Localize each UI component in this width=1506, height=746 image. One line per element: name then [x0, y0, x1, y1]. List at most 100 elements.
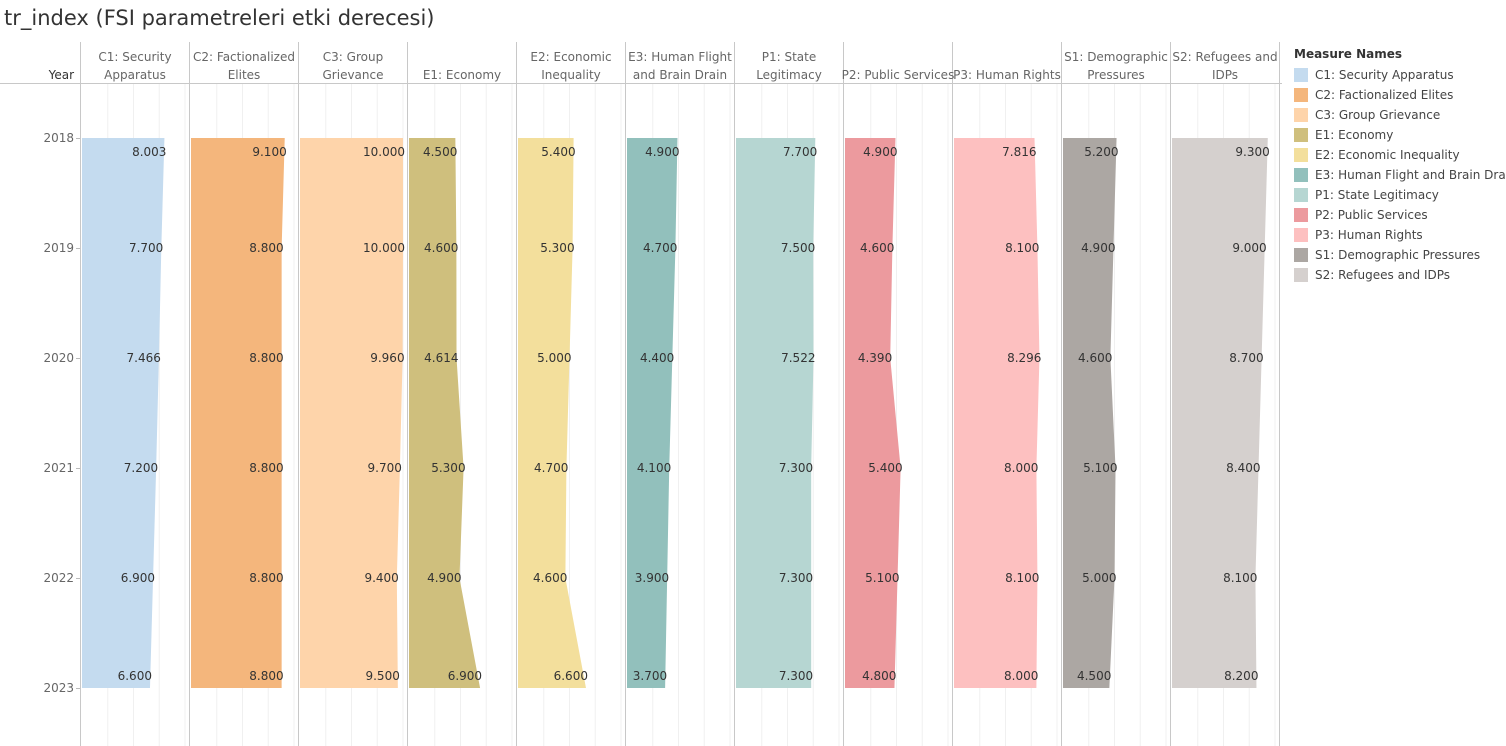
- data-label: 4.100: [637, 461, 671, 475]
- data-label: 8.800: [249, 351, 283, 365]
- data-label: 4.800: [862, 669, 896, 683]
- legend-title: Measure Names: [1294, 47, 1403, 61]
- data-label: 4.500: [1077, 669, 1111, 683]
- legend-label: P1: State Legitimacy: [1315, 188, 1439, 202]
- legend-item[interactable]: E2: Economic Inequality: [1294, 145, 1506, 165]
- y-tick-label: 2020: [43, 351, 74, 365]
- legend-items: C1: Security Apparatus C2: Factionalized …: [1294, 65, 1506, 285]
- legend-label: P2: Public Services: [1315, 208, 1428, 222]
- data-label: 8.000: [1004, 461, 1038, 475]
- column-header: E3: Human Flight: [628, 50, 732, 64]
- data-label: 7.300: [779, 669, 813, 683]
- legend-item[interactable]: S2: Refugees and IDPs: [1294, 265, 1506, 285]
- legend-item[interactable]: S1: Demographic Pressures: [1294, 245, 1506, 265]
- data-label: 9.700: [368, 461, 402, 475]
- data-label: 8.100: [1005, 571, 1039, 585]
- data-label: 7.466: [127, 351, 161, 365]
- legend-item[interactable]: P3: Human Rights: [1294, 225, 1506, 245]
- y-tick-label: 2021: [43, 461, 74, 475]
- data-label: 9.300: [1235, 145, 1269, 159]
- area-series[interactable]: [300, 138, 403, 688]
- column-header: and Brain Drain: [633, 68, 727, 82]
- legend-item[interactable]: C2: Factionalized Elites: [1294, 85, 1506, 105]
- data-label: 9.960: [370, 351, 404, 365]
- legend-swatch: [1294, 68, 1308, 82]
- data-label: 8.700: [1229, 351, 1263, 365]
- data-label: 8.800: [249, 669, 283, 683]
- column-header: P2: Public Services: [842, 68, 955, 82]
- y-tick-label: 2019: [43, 241, 74, 255]
- area-series[interactable]: [518, 138, 586, 688]
- area-series[interactable]: [736, 138, 816, 688]
- legend-label: S1: Demographic Pressures: [1315, 248, 1481, 262]
- data-label: 7.300: [779, 461, 813, 475]
- data-label: 8.296: [1007, 351, 1041, 365]
- data-label: 6.900: [448, 669, 482, 683]
- area-series[interactable]: [191, 138, 285, 688]
- data-label: 8.800: [249, 571, 283, 585]
- data-label: 7.700: [783, 145, 817, 159]
- column-header: E1: Economy: [423, 68, 501, 82]
- data-label: 4.600: [860, 241, 894, 255]
- data-label: 3.700: [633, 669, 667, 683]
- area-series[interactable]: [954, 138, 1040, 688]
- area-series[interactable]: [1172, 138, 1268, 688]
- data-label: 4.900: [645, 145, 679, 159]
- area-series[interactable]: [82, 138, 165, 688]
- legend-label: E1: Economy: [1315, 128, 1394, 142]
- data-label: 5.200: [1084, 145, 1118, 159]
- column-header: Grievance: [323, 68, 384, 82]
- data-label: 4.700: [643, 241, 677, 255]
- data-label: 7.816: [1002, 145, 1036, 159]
- area-series[interactable]: [627, 138, 678, 688]
- data-label: 5.100: [865, 571, 899, 585]
- legend-swatch: [1294, 168, 1308, 182]
- area-series[interactable]: [1063, 138, 1117, 688]
- data-label: 8.400: [1226, 461, 1260, 475]
- data-label: 8.000: [1004, 669, 1038, 683]
- column-header: C3: Group: [323, 50, 383, 64]
- legend-swatch: [1294, 228, 1308, 242]
- legend-item[interactable]: E3: Human Flight and Brain Drain: [1294, 165, 1506, 185]
- legend-label: S2: Refugees and IDPs: [1315, 268, 1451, 282]
- data-label: 4.600: [1078, 351, 1112, 365]
- legend[interactable]: Measure Names C1: Security Apparatus C2: …: [1294, 46, 1506, 285]
- column-header: C1: Security: [98, 50, 171, 64]
- legend-item[interactable]: E1: Economy: [1294, 125, 1506, 145]
- data-label: 8.100: [1005, 241, 1039, 255]
- data-label: 4.400: [640, 351, 674, 365]
- legend-item[interactable]: C1: Security Apparatus: [1294, 65, 1506, 85]
- data-label: 7.500: [781, 241, 815, 255]
- data-label: 7.200: [124, 461, 158, 475]
- data-label: 8.003: [132, 145, 166, 159]
- legend-label: C2: Factionalized Elites: [1315, 88, 1454, 102]
- data-label: 4.900: [1081, 241, 1115, 255]
- column-header: C2: Factionalized: [193, 50, 295, 64]
- legend-swatch: [1294, 128, 1308, 142]
- y-axis-header: Year: [48, 68, 74, 82]
- y-tick-label: 2023: [43, 681, 74, 695]
- legend-swatch: [1294, 88, 1308, 102]
- legend-label: C3: Group Grievance: [1315, 108, 1441, 122]
- legend-item[interactable]: P1: State Legitimacy: [1294, 185, 1506, 205]
- y-tick-label: 2018: [43, 131, 74, 145]
- column-header: P1: State: [762, 50, 817, 64]
- data-label: 4.614: [424, 351, 458, 365]
- legend-item[interactable]: C3: Group Grievance: [1294, 105, 1506, 125]
- data-label: 4.700: [534, 461, 568, 475]
- column-header: Elites: [228, 68, 261, 82]
- data-label: 5.400: [868, 461, 902, 475]
- chart-title: tr_index (FSI parametreleri etki dereces…: [4, 6, 435, 30]
- area-series[interactable]: [409, 138, 481, 688]
- data-label: 5.100: [1083, 461, 1117, 475]
- legend-item[interactable]: P2: Public Services: [1294, 205, 1506, 225]
- data-label: 9.100: [252, 145, 286, 159]
- legend-swatch: [1294, 248, 1308, 262]
- legend-swatch: [1294, 208, 1308, 222]
- data-label: 8.800: [249, 461, 283, 475]
- legend-swatch: [1294, 108, 1308, 122]
- area-series[interactable]: [845, 138, 901, 688]
- data-label: 6.600: [554, 669, 588, 683]
- legend-label: P3: Human Rights: [1315, 228, 1423, 242]
- column-header: P3: Human Rights: [953, 68, 1061, 82]
